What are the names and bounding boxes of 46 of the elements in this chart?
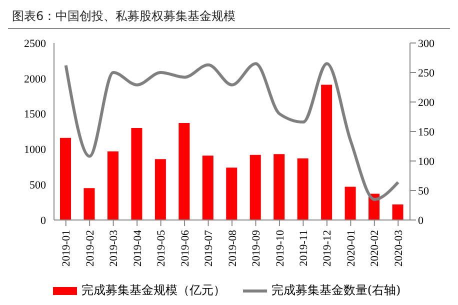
legend-label: 完成募集基金规模（亿元） xyxy=(81,282,226,299)
x-tick-label: 2019-02 xyxy=(84,230,96,267)
bar xyxy=(84,188,95,220)
chart-title: 图表6：中国创投、私募股权募集基金规模 xyxy=(8,8,450,29)
bar xyxy=(107,151,118,220)
bar xyxy=(250,154,261,220)
x-tick-label: 2019-06 xyxy=(179,230,192,267)
bar xyxy=(226,168,238,220)
bar xyxy=(154,159,166,220)
bar xyxy=(344,186,356,220)
bar xyxy=(178,123,190,220)
y-tick-label: 1500 xyxy=(24,108,46,121)
x-tick-label: 2019-10 xyxy=(274,230,286,267)
bar xyxy=(274,154,285,220)
y2-tick-label: 250 xyxy=(418,67,435,80)
x-tick-label: 2020-01 xyxy=(345,230,358,267)
bar xyxy=(202,156,214,220)
y2-tick-label: 50 xyxy=(418,185,430,198)
bar xyxy=(392,204,404,220)
y-tick-label: 500 xyxy=(30,180,46,192)
line-series xyxy=(64,62,400,201)
y-tick-label: 2000 xyxy=(24,73,46,86)
y2-tick-label: 200 xyxy=(418,96,435,109)
x-tick-label: 2019-07 xyxy=(203,230,216,267)
bar xyxy=(321,84,332,220)
x-tick-label: 2019-05 xyxy=(156,230,168,267)
legend-label: 完成募集基金数量(右轴) xyxy=(271,282,401,299)
x-tick-label: 2019-11 xyxy=(298,230,310,266)
y2-tick-label: 150 xyxy=(418,126,435,138)
y-tick-label: 2500 xyxy=(24,38,46,50)
x-tick-label: 2020-02 xyxy=(369,230,382,267)
x-tick-label: 2019-03 xyxy=(108,230,120,267)
x-tick-label: 2019-08 xyxy=(226,230,239,267)
x-tick-label: 2019-09 xyxy=(250,230,263,267)
x-tick-label: 2019-01 xyxy=(60,230,73,267)
x-tick-label: 2019-04 xyxy=(132,230,144,267)
y2-tick-label: 300 xyxy=(418,38,435,50)
y-tick-label: 0 xyxy=(40,214,46,227)
y2-tick-label: 0 xyxy=(418,214,424,227)
bar xyxy=(131,128,142,220)
x-tick-label: 2019-12 xyxy=(322,230,334,267)
bar xyxy=(297,158,308,220)
y-tick-label: 1000 xyxy=(24,144,46,156)
x-tick-label: 2020-03 xyxy=(392,230,405,267)
bar xyxy=(60,138,71,220)
y2-tick-label: 100 xyxy=(418,156,435,168)
